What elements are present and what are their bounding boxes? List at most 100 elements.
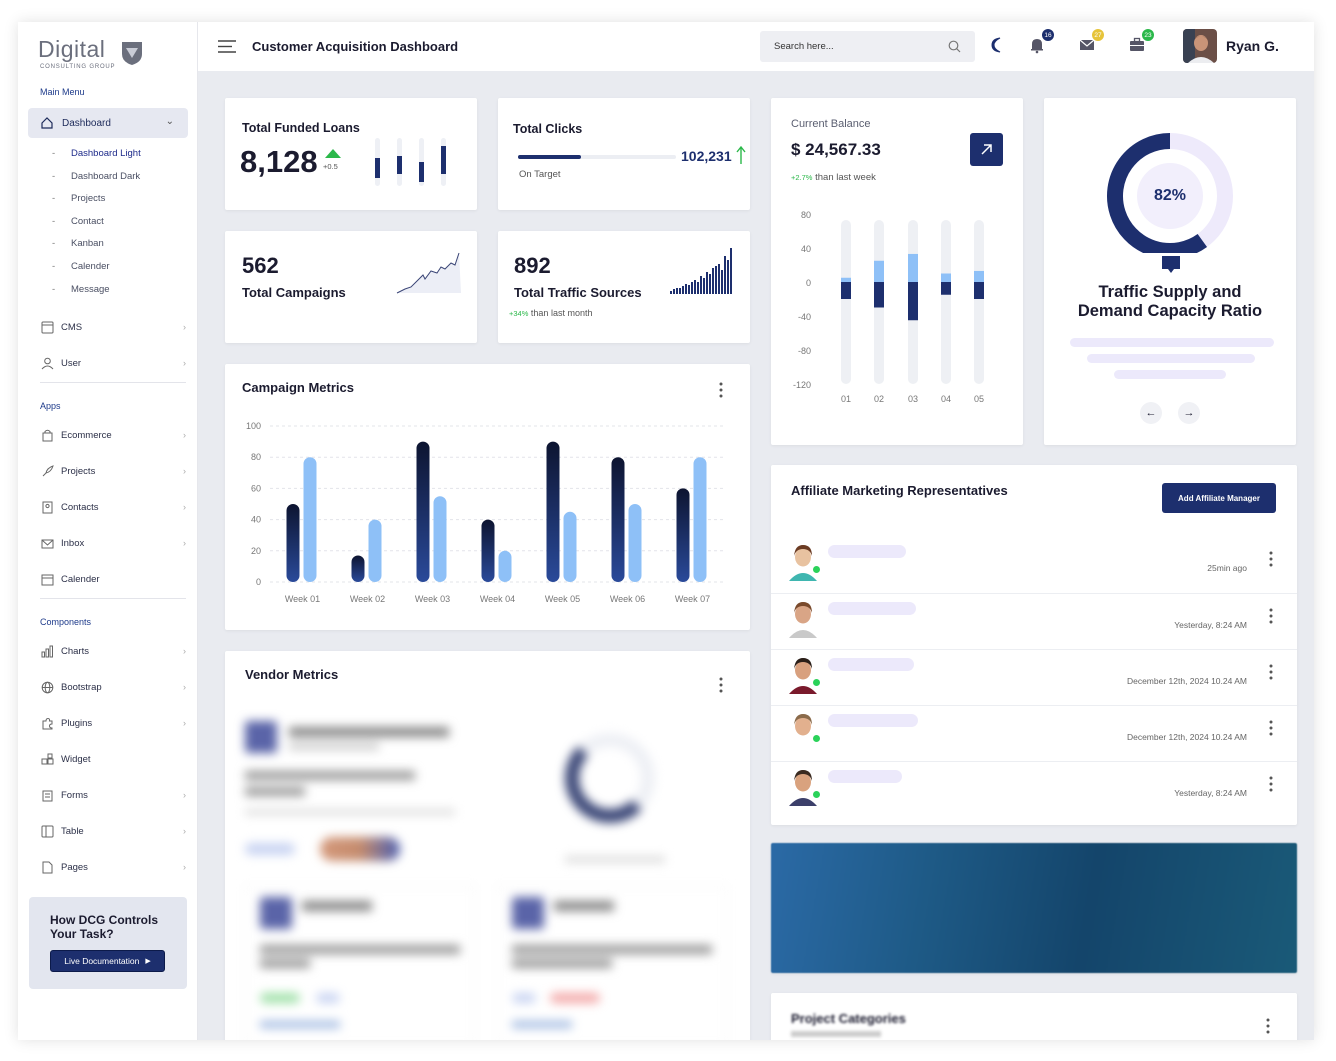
bar-series-1[interactable]: [416, 441, 430, 582]
apps-heading: Apps: [40, 401, 61, 411]
more-options-icon[interactable]: [1269, 551, 1273, 567]
bar-series-1[interactable]: [286, 504, 300, 582]
bar-series-1[interactable]: [546, 441, 560, 582]
bar-series-2[interactable]: [368, 519, 382, 582]
bar-negative[interactable]: [941, 282, 951, 295]
sidebar-item-ecommerce[interactable]: Ecommerce ›: [40, 426, 186, 444]
brand-subtitle: CONSULTING GROUP: [40, 64, 116, 70]
sidebar-item-bootstrap[interactable]: Bootstrap ›: [40, 678, 186, 696]
bar-series-1[interactable]: [611, 457, 625, 582]
open-balance-button[interactable]: [970, 133, 1003, 166]
current-balance-card: Current Balance $ 24,567.33 +2.7% than l…: [771, 98, 1023, 445]
sidebar-item-cms[interactable]: CMS ›: [40, 318, 186, 336]
search-placeholder: Search here...: [774, 41, 834, 52]
card-title: Project Categories: [791, 1011, 906, 1026]
rep-timestamp: December 12th, 2024 10.24 AM: [1126, 732, 1247, 742]
text-placeholder: [289, 727, 449, 737]
card-title: Vendor Metrics: [245, 667, 339, 682]
tasks-button[interactable]: 23: [1128, 29, 1154, 56]
sidebar-item-label: Pages: [61, 861, 88, 873]
notifications-button[interactable]: 16: [1028, 29, 1054, 56]
dark-mode-toggle[interactable]: [988, 36, 1008, 56]
rep-avatar[interactable]: [786, 600, 820, 638]
more-options-icon[interactable]: [719, 677, 723, 693]
rep-avatar[interactable]: [786, 543, 820, 581]
search-icon[interactable]: [948, 40, 961, 53]
hamburger-menu-icon[interactable]: [218, 40, 236, 53]
funded-loans-sparkbars: [375, 138, 446, 186]
sidebar-item-table[interactable]: Table ›: [40, 822, 186, 840]
sidebar-item-widget[interactable]: Widget: [40, 750, 180, 768]
sidebar-subitem-kanban[interactable]: Kanban: [52, 238, 104, 249]
arrow-right-icon: →: [1183, 407, 1195, 419]
bar-series-2[interactable]: [693, 457, 707, 582]
bar-positive[interactable]: [841, 277, 851, 282]
bar-negative[interactable]: [841, 282, 851, 299]
bar-positive[interactable]: [941, 273, 951, 283]
total-campaigns-card: 562 Total Campaigns: [225, 231, 477, 343]
more-options-icon[interactable]: [1266, 1018, 1270, 1034]
rep-avatar[interactable]: [786, 656, 820, 694]
divider: [40, 382, 186, 383]
sidebar-item-contacts[interactable]: Contacts ›: [40, 498, 186, 516]
next-arrow-button[interactable]: →: [1178, 402, 1200, 424]
subitem-label: Kanban: [71, 238, 104, 249]
sidebar-subitem-calender[interactable]: Calender: [52, 261, 110, 272]
table-icon: [40, 824, 54, 838]
sidebar-item-inbox[interactable]: Inbox ›: [40, 534, 186, 552]
bar-positive[interactable]: [908, 253, 918, 282]
sidebar-item-user[interactable]: User ›: [40, 354, 186, 372]
user-name[interactable]: Ryan G.: [1226, 38, 1279, 54]
live-documentation-button[interactable]: Live Documentation ▶: [50, 950, 165, 972]
bar-series-2[interactable]: [433, 496, 447, 582]
bar-negative[interactable]: [974, 282, 984, 299]
user-avatar[interactable]: [1183, 29, 1217, 63]
more-options-icon[interactable]: [1269, 776, 1273, 792]
x-tick-label: 02: [874, 394, 884, 404]
chevron-right-icon: ›: [183, 718, 186, 728]
components-heading: Components: [40, 617, 92, 627]
previous-arrow-button[interactable]: ←: [1140, 402, 1162, 424]
sidebar-item-dashboard[interactable]: Dashboard ⌄: [28, 108, 188, 138]
more-options-icon[interactable]: [1269, 720, 1273, 736]
more-options-icon[interactable]: [719, 382, 723, 398]
sidebar-subitem-contact[interactable]: Contact: [52, 216, 104, 227]
bar-series-1[interactable]: [481, 519, 495, 582]
clicks-progress-track: [518, 155, 676, 159]
messages-button[interactable]: 27: [1078, 29, 1104, 56]
sidebar-subitem-dashboard-dark[interactable]: Dashboard Dark: [52, 171, 140, 182]
bar-series-2[interactable]: [563, 511, 577, 582]
card-value: 8,128: [240, 144, 318, 179]
sidebar-subitem-dashboard-light[interactable]: Dashboard Light: [52, 148, 141, 159]
bar-series-1[interactable]: [351, 555, 365, 582]
bar-series-2[interactable]: [498, 550, 512, 582]
rep-avatar[interactable]: [786, 768, 820, 806]
bar-negative[interactable]: [908, 282, 918, 321]
caret-right-icon: ▶: [145, 958, 151, 965]
sidebar-item-forms[interactable]: Forms ›: [40, 786, 186, 804]
bar-positive[interactable]: [874, 260, 884, 282]
sidebar-item-pages[interactable]: Pages ›: [40, 858, 186, 876]
bar-series-2[interactable]: [628, 504, 642, 582]
rep-avatar[interactable]: [786, 712, 820, 750]
bar-positive[interactable]: [974, 270, 984, 282]
bar-series-1[interactable]: [676, 488, 690, 582]
add-affiliate-manager-button[interactable]: Add Affiliate Manager: [1162, 483, 1276, 513]
vendor-donut: [565, 733, 655, 823]
bar-series-2[interactable]: [303, 457, 317, 582]
bar-chart-icon: [40, 644, 54, 658]
sidebar-item-calender[interactable]: Calender: [40, 570, 180, 588]
sidebar-item-charts[interactable]: Charts ›: [40, 642, 186, 660]
sidebar-subitem-message[interactable]: Message: [52, 284, 110, 295]
spark-bar: [727, 260, 729, 294]
chevron-right-icon: ›: [183, 682, 186, 692]
brand-logo[interactable]: Digital CONSULTING GROUP: [38, 36, 168, 76]
more-options-icon[interactable]: [1269, 664, 1273, 680]
sidebar-item-projects[interactable]: Projects ›: [40, 462, 186, 480]
cms-icon: [40, 320, 54, 334]
sidebar-item-plugins[interactable]: Plugins ›: [40, 714, 186, 732]
more-options-icon[interactable]: [1269, 608, 1273, 624]
sidebar-subitem-projects[interactable]: Projects: [52, 193, 105, 204]
bar-negative[interactable]: [874, 282, 884, 308]
search-input[interactable]: Search here...: [760, 31, 975, 62]
